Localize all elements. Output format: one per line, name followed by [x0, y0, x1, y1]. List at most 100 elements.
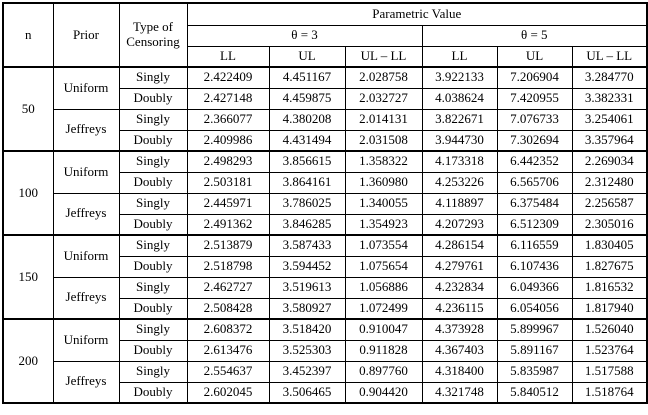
value-cell: 2.366077 [186, 108, 270, 131]
censoring-cell: Singly [118, 276, 188, 299]
col-header-ulll-theta5: UL – LL [571, 45, 648, 68]
value-cell: 1.517588 [571, 360, 648, 383]
table-row: Doubly 2.602045 3.506465 0.904420 4.3217… [3, 381, 648, 404]
table-row: 150 Uniform Singly 2.513879 3.587433 1.0… [2, 234, 648, 320]
col-header-ul-theta3: UL [268, 45, 346, 68]
value-cell: 2.613476 [186, 339, 270, 362]
value-cell: 4.321748 [421, 381, 498, 404]
value-cell: 4.459875 [268, 87, 346, 110]
value-cell: 2.312480 [571, 171, 648, 194]
value-cell: 3.357964 [571, 129, 648, 152]
value-cell: 5.840512 [496, 381, 573, 404]
censoring-cell: Doubly [118, 255, 188, 278]
censoring-cell: Singly [118, 360, 188, 383]
value-cell: 1.827675 [571, 255, 648, 278]
value-cell: 3.856615 [268, 150, 346, 173]
prior-cell: Uniform [52, 234, 120, 278]
value-cell: 2.491362 [186, 213, 270, 236]
table-row: Doubly 2.503181 3.864161 1.360980 4.2532… [3, 171, 648, 194]
value-cell: 2.602045 [186, 381, 270, 404]
value-cell: 2.445971 [186, 192, 270, 215]
value-cell: 6.512309 [496, 213, 573, 236]
value-cell: 2.031508 [344, 129, 423, 152]
value-cell: 7.206904 [496, 66, 573, 89]
value-cell: 1.526040 [571, 318, 648, 341]
value-cell: 2.554637 [186, 360, 270, 383]
col-header-ulll-theta3: UL – LL [344, 45, 423, 68]
value-cell: 3.452397 [268, 360, 346, 383]
table-row: 50 Uniform Singly 2.422409 4.451167 2.02… [2, 66, 648, 152]
value-cell: 4.431494 [268, 129, 346, 152]
value-cell: 4.253226 [421, 171, 498, 194]
value-cell: 3.580927 [268, 297, 346, 320]
n-group-150: 150 Uniform Singly 2.513879 3.587433 1.0… [2, 234, 648, 320]
value-cell: 2.422409 [186, 66, 270, 89]
value-cell: 4.367403 [421, 339, 498, 362]
table-row: Doubly 2.508428 3.580927 1.072499 4.2361… [3, 297, 648, 320]
col-header-theta-3: θ = 3 [186, 24, 423, 47]
value-cell: 4.286154 [421, 234, 498, 257]
value-cell: 0.904420 [344, 381, 423, 404]
table-row: Jeffreys Singly 2.462727 3.519613 1.0568… [3, 276, 648, 320]
value-cell: 5.891167 [496, 339, 573, 362]
value-cell: 2.409986 [186, 129, 270, 152]
censoring-cell: Doubly [118, 381, 188, 404]
value-cell: 2.032727 [344, 87, 423, 110]
value-cell: 4.380208 [268, 108, 346, 131]
value-cell: 3.382331 [571, 87, 648, 110]
value-cell: 7.420955 [496, 87, 573, 110]
value-cell: 0.911828 [344, 339, 423, 362]
value-cell: 0.910047 [344, 318, 423, 341]
value-cell: 1.358322 [344, 150, 423, 173]
value-cell: 6.107436 [496, 255, 573, 278]
n-group-50: 50 Uniform Singly 2.422409 4.451167 2.02… [2, 66, 648, 152]
n-group-100: 100 Uniform Singly 2.498293 3.856615 1.3… [2, 150, 648, 236]
value-cell: 1.830405 [571, 234, 648, 257]
col-header-ll-theta5: LL [421, 45, 498, 68]
value-cell: 3.587433 [268, 234, 346, 257]
value-cell: 3.518420 [268, 318, 346, 341]
value-cell: 3.944730 [421, 129, 498, 152]
prior-cell: Jeffreys [52, 108, 120, 152]
censoring-cell: Doubly [118, 129, 188, 152]
value-cell: 2.518798 [186, 255, 270, 278]
col-header-n: n [2, 2, 54, 68]
value-cell: 1.817940 [571, 297, 648, 320]
value-cell: 1.075654 [344, 255, 423, 278]
table-row: Jeffreys Singly 2.554637 3.452397 0.8977… [3, 360, 648, 404]
value-cell: 3.786025 [268, 192, 346, 215]
value-cell: 2.305016 [571, 213, 648, 236]
value-cell: 1.816532 [571, 276, 648, 299]
censoring-cell: Singly [118, 66, 188, 89]
table-row: 200 Uniform Singly 2.608372 3.518420 0.9… [2, 318, 648, 404]
value-cell: 1.056886 [344, 276, 423, 299]
n-cell: 200 [2, 318, 54, 404]
censoring-cell: Doubly [118, 171, 188, 194]
censoring-cell: Singly [118, 192, 188, 215]
prior-cell: Jeffreys [52, 276, 120, 320]
value-cell: 1.073554 [344, 234, 423, 257]
censoring-cell: Singly [118, 318, 188, 341]
value-cell: 3.922133 [421, 66, 498, 89]
value-cell: 3.594452 [268, 255, 346, 278]
credible-interval-table: n Prior Type of Censoring Parametric Val… [2, 2, 648, 404]
value-cell: 3.822671 [421, 108, 498, 131]
col-header-censoring: Type of Censoring [118, 2, 188, 68]
value-cell: 4.373928 [421, 318, 498, 341]
table-row: Doubly 2.409986 4.431494 2.031508 3.9447… [3, 129, 648, 152]
value-cell: 6.049366 [496, 276, 573, 299]
col-header-prior: Prior [52, 2, 120, 68]
value-cell: 2.503181 [186, 171, 270, 194]
prior-cell: Uniform [52, 66, 120, 110]
prior-cell: Uniform [52, 318, 120, 362]
value-cell: 4.279761 [421, 255, 498, 278]
value-cell: 2.014131 [344, 108, 423, 131]
value-cell: 2.269034 [571, 150, 648, 173]
value-cell: 2.508428 [186, 297, 270, 320]
value-cell: 2.427148 [186, 87, 270, 110]
value-cell: 1.340055 [344, 192, 423, 215]
prior-cell: Jeffreys [52, 192, 120, 236]
value-cell: 4.173318 [421, 150, 498, 173]
value-cell: 2.513879 [186, 234, 270, 257]
value-cell: 4.118897 [421, 192, 498, 215]
